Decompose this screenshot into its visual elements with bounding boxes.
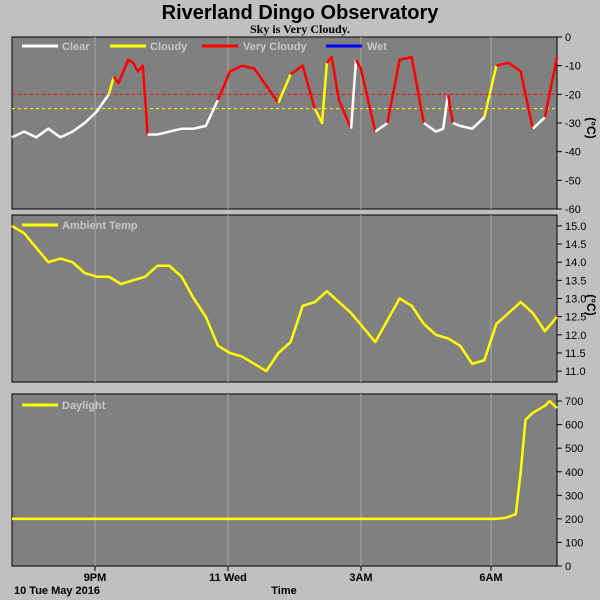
y-tick-label: 13.5 [565, 275, 586, 287]
y-tick-label: -20 [565, 89, 581, 101]
ambient-unit-label: (°C) [584, 294, 598, 315]
ambient-panel: 15.0 14.5 14.0 13.5 13.0 12.5 12.0 11.5 11.0 (°C… [11, 214, 598, 383]
sky-thresholds [12, 93, 557, 110]
sky-plot-area [11, 36, 558, 210]
legend-daylight: Daylight [62, 400, 106, 412]
x-axis-ticks: 9PM 11 Wed 3AM 6AM [84, 566, 503, 584]
y-tick-label: 100 [565, 537, 583, 549]
ambient-series [11, 224, 558, 373]
y-tick-label: -40 [565, 147, 581, 159]
y-tick-label: -10 [565, 61, 581, 73]
legend-very-cloudy: Very Cloudy [243, 41, 307, 53]
y-tick-label: 300 [565, 490, 583, 502]
sky-segment-cloudy [483, 65, 498, 118]
y-tick-label: 0 [565, 32, 571, 44]
y-tick-label: 14.0 [565, 257, 586, 269]
sky-panel: 0 -10 -20 -30 -40 -50 -60 (°C) Clear Cloudy Ve… [11, 32, 598, 216]
y-tick-label: 600 [565, 420, 583, 432]
y-tick-label: 11.5 [565, 348, 586, 360]
y-tick-label: 13.0 [565, 294, 586, 306]
y-tick-label: 12.5 [565, 312, 586, 324]
sky-segment-very-cloudy [386, 55, 426, 124]
daylight-legend: Daylight [22, 400, 106, 412]
daylight-series [12, 399, 558, 521]
sky-segment-cloudy [313, 62, 329, 125]
y-tick-label: 500 [565, 443, 583, 455]
daylight-grid [94, 394, 492, 566]
sky-segment-very-cloudy [289, 64, 317, 110]
sky-legend: Clear Cloudy Very Cloudy Wet [22, 41, 387, 53]
sky-series [11, 55, 559, 139]
sky-segment-clear [374, 121, 389, 133]
x-tick-label: 9PM [84, 572, 107, 584]
sky-segment-clear [531, 116, 546, 130]
sky-segment-very-cloudy [543, 56, 559, 118]
y-tick-label: -50 [565, 175, 581, 187]
ambient-legend: Ambient Temp [22, 220, 138, 232]
page-subtitle: Sky is Very Cloudy. [250, 22, 350, 36]
sky-segment-clear [11, 93, 110, 139]
sky-segment-very-cloudy [112, 58, 149, 135]
ambient-line [11, 224, 558, 373]
sky-segment-cloudy [107, 76, 115, 95]
sky-segment-clear [349, 59, 358, 129]
x-tick-label: 11 Wed [209, 572, 247, 584]
y-tick-label: 14.5 [565, 239, 586, 251]
ambient-plot-area [11, 214, 558, 383]
y-tick-label: -60 [565, 204, 581, 216]
daylight-line [12, 399, 558, 521]
y-tick-label: 12.0 [565, 330, 586, 342]
daylight-y-ticks: 700 600 500 400 300 200 100 0 [557, 396, 583, 573]
ambient-y-ticks: 15.0 14.5 14.0 13.5 13.0 12.5 12.0 11.5 11.0 [557, 221, 586, 378]
y-tick-label: 200 [565, 514, 583, 526]
page-title: Riverland Dingo Observatory [162, 2, 440, 24]
daylight-panel: 700 600 500 400 300 200 100 0 Daylight [11, 393, 583, 573]
sky-unit-label: (°C) [584, 117, 598, 138]
legend-cloudy: Cloudy [150, 41, 188, 53]
sky-segment-very-cloudy [496, 61, 535, 129]
y-tick-label: 0 [565, 561, 571, 573]
y-tick-label: 11.0 [565, 366, 586, 378]
sky-segment-clear [423, 94, 450, 133]
y-tick-label: 400 [565, 467, 583, 479]
y-tick-label: 700 [565, 396, 583, 408]
y-tick-label: -30 [565, 118, 581, 130]
sky-segment-very-cloudy [325, 55, 353, 130]
legend-wet: Wet [367, 41, 387, 53]
sky-segment-very-cloudy [446, 94, 455, 124]
sky-grid [94, 37, 492, 209]
x-tick-label: 6AM [479, 572, 502, 584]
ambient-grid [94, 215, 492, 382]
x-tick-label: 3AM [349, 572, 372, 584]
sky-y-ticks: 0 -10 -20 -30 -40 -50 -60 [557, 32, 581, 216]
sky-segment-clear [147, 99, 220, 136]
daylight-plot-area [11, 393, 558, 567]
sky-segment-very-cloudy [354, 59, 377, 132]
sky-segment-cloudy [277, 73, 292, 104]
sky-segment-very-cloudy [216, 64, 280, 104]
legend-clear: Clear [62, 41, 90, 53]
legend-ambient-temp: Ambient Temp [62, 220, 138, 232]
y-tick-label: 15.0 [565, 221, 586, 233]
x-axis-label: Time [271, 585, 296, 597]
sky-segment-clear [452, 116, 486, 130]
date-label: 10 Tue May 2016 [14, 585, 100, 597]
